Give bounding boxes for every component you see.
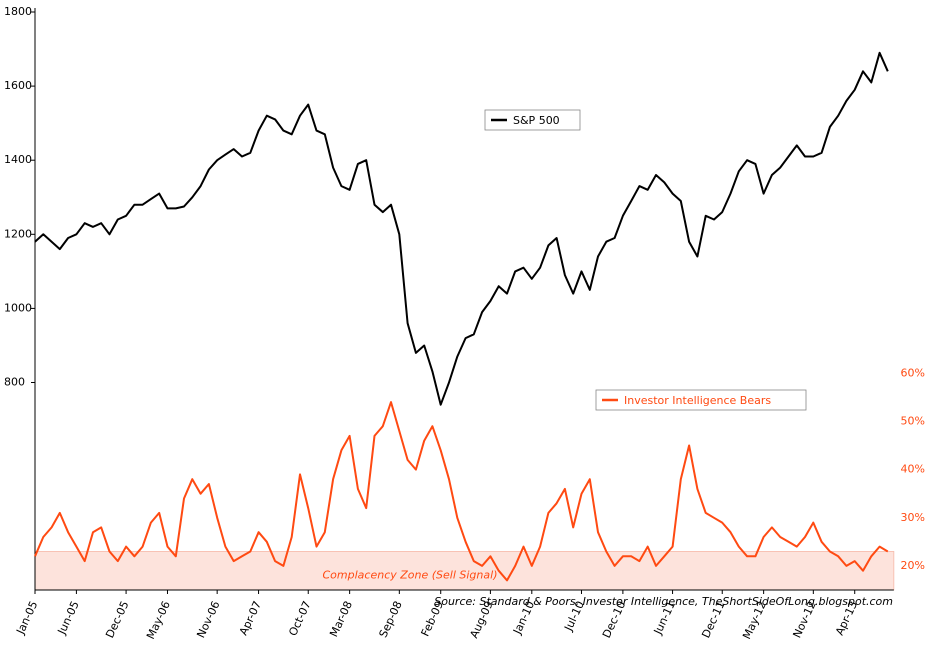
zone-label: Complacency Zone (Sell Signal): [323, 569, 498, 582]
y2-tick-label: 40%: [901, 463, 925, 476]
x-tick-label: Feb-09: [419, 599, 447, 638]
legend-box: [484, 109, 581, 131]
y-tick-label: 1000: [4, 301, 32, 314]
x-tick-label: Apr-07: [237, 599, 264, 637]
series-line: [34, 401, 889, 582]
legend-label: S&P 500: [513, 114, 560, 127]
x-tick-label: Sep-08: [377, 599, 405, 640]
legend-label: Investor Intelligence Bears: [624, 394, 771, 407]
x-tick-label: Mar-08: [327, 599, 355, 639]
y2-tick-label: 60%: [901, 366, 925, 379]
y-tick-label: 1800: [4, 5, 32, 18]
x-tick-label: Dec-05: [103, 599, 131, 640]
x-tick-label: Jun-05: [55, 599, 82, 637]
y2-tick-label: 20%: [901, 559, 925, 572]
x-tick-label: Oct-07: [286, 599, 313, 638]
series-line: [34, 51, 889, 406]
y2-tick-label: 30%: [901, 511, 925, 524]
legend-box: [595, 389, 807, 411]
x-tick-label: May-06: [144, 599, 173, 641]
y2-tick-label: 50%: [901, 414, 925, 427]
y-tick-label: 1200: [4, 227, 32, 240]
x-tick-label: Nov-06: [194, 599, 222, 640]
y-tick-label: 1600: [4, 79, 32, 92]
y-tick-label: 1400: [4, 153, 32, 166]
y-tick-label: 800: [4, 376, 25, 389]
complacency-zone: [34, 551, 895, 591]
source-note: Source: Standard & Poors, Investor Intel…: [434, 595, 893, 608]
x-tick-label: Jan-05: [13, 599, 40, 637]
